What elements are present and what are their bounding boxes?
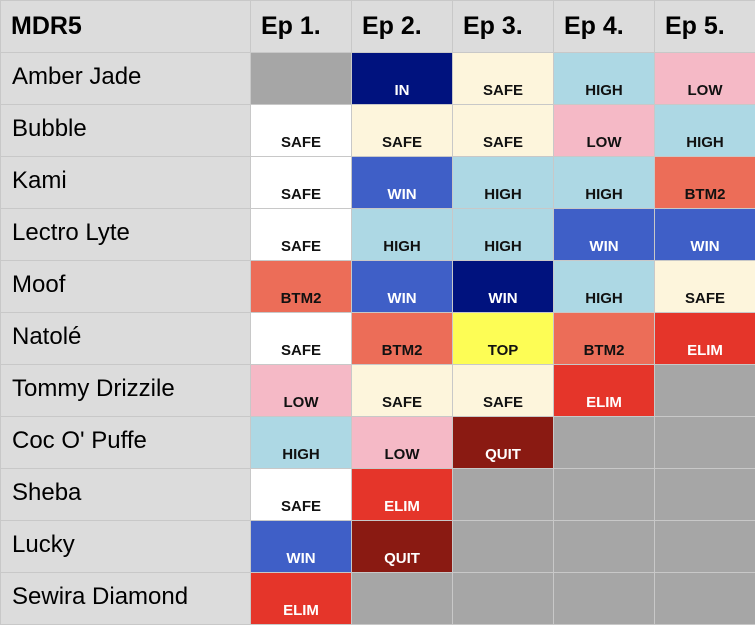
status-cell: HIGH (655, 105, 755, 156)
episode-header: Ep 2. (352, 1, 452, 52)
status-cell: HIGH (554, 157, 654, 208)
status-cell: HIGH (453, 157, 553, 208)
status-cell (453, 469, 553, 520)
status-cell (655, 521, 755, 572)
contestant-name: Lucky (1, 521, 250, 572)
status-cell (554, 521, 654, 572)
status-cell: IN (352, 53, 452, 104)
episode-header: Ep 4. (554, 1, 654, 52)
status-cell: BTM2 (655, 157, 755, 208)
status-cell: WIN (352, 157, 452, 208)
status-cell: BTM2 (352, 313, 452, 364)
status-cell: LOW (251, 365, 351, 416)
status-cell: ELIM (655, 313, 755, 364)
status-cell: QUIT (352, 521, 452, 572)
contestant-name: Moof (1, 261, 250, 312)
contestant-name: Tommy Drizzile (1, 365, 250, 416)
status-cell: SAFE (453, 365, 553, 416)
contestant-name: Bubble (1, 105, 250, 156)
episode-header: Ep 5. (655, 1, 755, 52)
status-cell: WIN (352, 261, 452, 312)
contestant-name: Natolé (1, 313, 250, 364)
status-cell: WIN (655, 209, 755, 260)
status-cell: QUIT (453, 417, 553, 468)
status-cell: WIN (251, 521, 351, 572)
status-cell: WIN (453, 261, 553, 312)
contestant-name: Lectro Lyte (1, 209, 250, 260)
status-cell (655, 365, 755, 416)
status-cell: ELIM (352, 469, 452, 520)
status-cell: SAFE (251, 469, 351, 520)
status-cell: ELIM (251, 573, 351, 624)
status-cell (251, 53, 351, 104)
status-cell: SAFE (453, 105, 553, 156)
episode-header: Ep 1. (251, 1, 351, 52)
status-cell (554, 417, 654, 468)
status-cell: LOW (554, 105, 654, 156)
status-cell: HIGH (251, 417, 351, 468)
status-cell: LOW (352, 417, 452, 468)
contestant-name: Coc O' Puffe (1, 417, 250, 468)
contestant-name: Kami (1, 157, 250, 208)
status-cell: HIGH (554, 261, 654, 312)
status-cell (554, 469, 654, 520)
status-cell: SAFE (352, 105, 452, 156)
status-cell (453, 573, 553, 624)
status-cell: SAFE (251, 209, 351, 260)
status-cell: LOW (655, 53, 755, 104)
status-cell: WIN (554, 209, 654, 260)
status-cell: HIGH (554, 53, 654, 104)
status-cell: HIGH (352, 209, 452, 260)
status-cell: TOP (453, 313, 553, 364)
contestant-name: Sewira Diamond (1, 573, 250, 624)
status-cell: ELIM (554, 365, 654, 416)
status-cell: SAFE (251, 157, 351, 208)
status-cell: SAFE (453, 53, 553, 104)
contestant-name: Amber Jade (1, 53, 250, 104)
status-cell (352, 573, 452, 624)
table-title: MDR5 (1, 1, 250, 52)
status-cell (655, 573, 755, 624)
status-cell: SAFE (655, 261, 755, 312)
status-cell: SAFE (352, 365, 452, 416)
status-cell (554, 573, 654, 624)
status-cell (655, 417, 755, 468)
status-cell: SAFE (251, 313, 351, 364)
contestant-name: Sheba (1, 469, 250, 520)
status-cell: BTM2 (554, 313, 654, 364)
status-cell: HIGH (453, 209, 553, 260)
status-cell (453, 521, 553, 572)
status-cell: SAFE (251, 105, 351, 156)
status-cell (655, 469, 755, 520)
episode-header: Ep 3. (453, 1, 553, 52)
status-cell: BTM2 (251, 261, 351, 312)
